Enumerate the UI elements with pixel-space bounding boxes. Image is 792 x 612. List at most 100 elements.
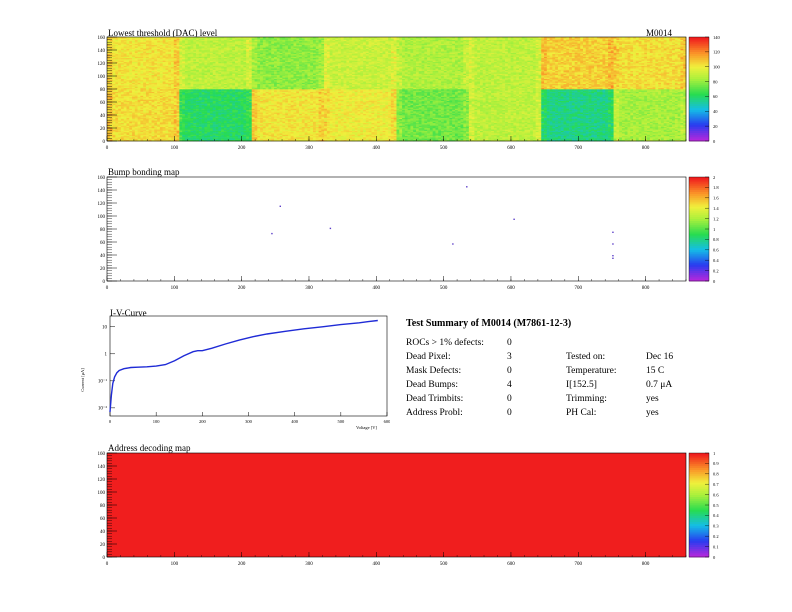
heatmap-cell [123, 131, 127, 134]
heatmap-cell [137, 138, 141, 140]
heatmap-cell [187, 121, 191, 124]
heatmap-cell [176, 89, 180, 91]
heatmap-cell [143, 129, 147, 131]
heatmap-cell [157, 134, 161, 137]
heatmap-cell [118, 129, 122, 131]
heatmap-cell [157, 105, 161, 108]
heatmap-cell [165, 117, 169, 120]
heatmap-cell [184, 100, 189, 103]
heatmap-cell [212, 92, 216, 95]
heatmap-cell [207, 112, 211, 114]
heatmap-cell [126, 104, 130, 107]
heatmap-cell [120, 105, 125, 108]
heatmap-cell [148, 113, 152, 116]
heatmap-cell [120, 113, 125, 116]
heatmap-cell [179, 137, 183, 139]
heatmap-cell [120, 96, 125, 99]
heatmap-cell [215, 113, 219, 116]
heatmap-cell [201, 96, 205, 99]
heatmap-cell [187, 122, 191, 125]
heatmap-cell [145, 103, 150, 105]
heatmap-cell [154, 129, 158, 131]
heatmap-cell [118, 125, 122, 127]
heatmap-cell [143, 139, 147, 142]
heatmap-cell [107, 133, 111, 135]
heatmap-cell [151, 98, 155, 100]
heatmap-cell [154, 135, 158, 138]
heatmap-cell [190, 121, 194, 124]
heatmap-cell [182, 94, 186, 96]
heatmap-cell [154, 102, 158, 104]
heatmap-cell [140, 134, 144, 137]
heatmap-cell [109, 111, 113, 113]
heatmap-cell [184, 95, 189, 98]
heatmap-cell [123, 139, 127, 142]
heatmap-cell [212, 107, 216, 109]
heatmap-cell [118, 126, 122, 129]
heatmap-cell [218, 135, 222, 138]
heatmap-cell [154, 111, 158, 113]
heatmap-cell [198, 111, 202, 113]
heatmap-cell [165, 133, 169, 135]
heatmap-cell [115, 98, 119, 100]
heatmap-cell [123, 120, 127, 122]
heatmap-cell [118, 121, 122, 124]
heatmap-cell [109, 126, 113, 129]
heatmap-cell [134, 124, 138, 126]
heatmap-cell [134, 138, 138, 140]
heatmap-cell [143, 104, 147, 107]
heatmap-cell [173, 90, 177, 92]
heatmap-cell [109, 92, 113, 95]
heatmap-cell [168, 112, 172, 114]
heatmap-cell [154, 91, 158, 94]
heatmap-cell [218, 138, 222, 140]
heatmap-cell [209, 92, 214, 95]
heatmap-cell [209, 102, 214, 104]
heatmap-cell [168, 95, 172, 98]
heatmap-cell [201, 135, 205, 138]
heatmap-cell [162, 108, 166, 111]
heatmap-cell [201, 117, 205, 120]
heatmap-cell [107, 116, 111, 118]
heatmap-cell [182, 139, 186, 142]
heatmap-cell [207, 108, 211, 111]
heatmap-cell [140, 121, 144, 124]
heatmap-cell [179, 95, 183, 98]
heatmap-cell [196, 92, 200, 95]
heatmap-cell [201, 92, 205, 95]
heatmap-cell [182, 137, 186, 139]
heatmap-cell [176, 121, 180, 124]
heatmap-cell [184, 137, 189, 139]
heatmap-cell [112, 111, 116, 113]
heatmap-cell [196, 126, 200, 129]
heatmap-cell [132, 98, 136, 100]
heatmap-cell [198, 115, 202, 117]
heatmap-cell [198, 91, 202, 94]
heatmap-cell [171, 139, 175, 142]
heatmap-cell [187, 118, 191, 121]
heatmap-cell [165, 131, 169, 134]
heatmap-cell [209, 111, 214, 113]
heatmap-cell [176, 113, 180, 116]
heatmap-cell [151, 107, 155, 109]
heatmap-cell [145, 116, 150, 118]
heatmap-cell [123, 137, 127, 139]
heatmap-cell [134, 102, 138, 104]
heatmap-cell [112, 129, 116, 131]
heatmap-cell [159, 126, 163, 129]
heatmap-cell [184, 105, 189, 108]
heatmap-cell [204, 122, 208, 125]
heatmap-cell [143, 134, 147, 137]
heatmap-cell [173, 113, 177, 116]
heatmap-cell [134, 91, 138, 94]
heatmap-cell [118, 104, 122, 107]
heatmap-cell [120, 120, 125, 122]
heatmap-cell [176, 126, 180, 129]
heatmap-cell [209, 134, 214, 137]
heatmap-cell [187, 115, 191, 117]
heatmap-cell [137, 139, 141, 142]
heatmap-cell [154, 89, 158, 91]
heatmap-cell [129, 124, 133, 126]
heatmap-cell [145, 118, 150, 121]
heatmap-cell [143, 126, 147, 129]
